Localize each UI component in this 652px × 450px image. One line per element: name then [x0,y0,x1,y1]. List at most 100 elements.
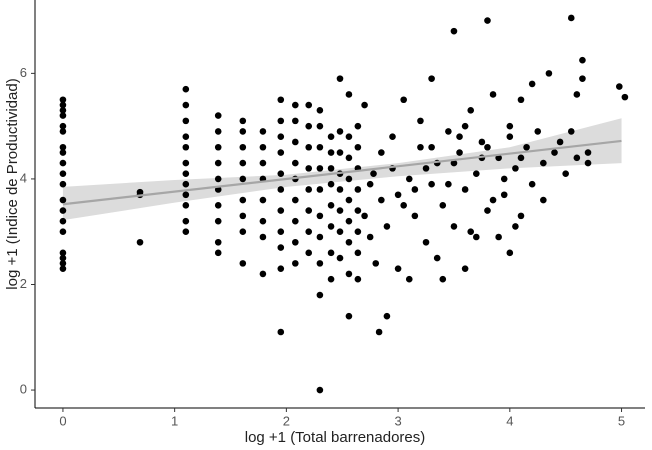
point [277,133,285,141]
point [478,138,486,146]
point [545,70,553,77]
point [400,96,407,104]
x-tick-label: 1 [171,413,178,428]
point [500,191,508,199]
point [383,312,391,320]
point [136,188,144,196]
point [394,191,402,199]
point [506,122,514,130]
point [292,260,299,267]
point [584,149,592,156]
point [277,244,285,251]
point [214,249,222,257]
point [456,149,463,156]
point [562,170,569,177]
point [428,143,435,151]
point [450,159,458,167]
point [59,196,67,204]
point [540,196,547,204]
point [523,143,530,151]
point [584,159,592,167]
point [305,249,313,257]
point [467,228,475,236]
point [422,238,430,246]
point [182,143,190,151]
x-tick-label: 3 [394,413,401,428]
point [182,133,190,141]
trend-line [62,139,622,206]
point [277,117,285,125]
point [567,14,575,22]
y-axis-title: log +1 (Indice de Productividad) [4,78,21,289]
point [484,207,491,214]
point [336,186,344,193]
point [461,186,469,193]
point [621,93,629,101]
point [354,122,362,130]
point [433,254,441,262]
point [345,154,353,162]
point [354,249,362,257]
point [345,175,353,183]
point [292,196,299,204]
point [461,265,469,272]
point [316,143,324,151]
point [182,159,190,167]
point [556,138,564,146]
x-tick-label: 2 [283,413,290,428]
point [136,238,144,246]
point [59,180,67,188]
point [214,175,222,183]
point [277,328,285,336]
y-tick-label: 0 [20,381,27,396]
point [292,138,299,146]
point [182,217,190,225]
y-tick-label: 6 [20,65,27,80]
point [316,212,324,220]
point [327,223,335,230]
point [316,107,324,114]
point [345,196,353,204]
point [336,254,344,262]
point [305,165,313,172]
x-axis-title: log +1 (Total barrenadores) [245,429,426,446]
point [292,117,299,125]
point [506,133,514,141]
point [336,207,344,214]
point [239,196,247,204]
point [59,128,67,135]
point [361,212,368,220]
point [305,143,313,151]
point [439,275,447,283]
point [354,275,362,283]
point [59,254,67,262]
point [336,75,344,82]
point [495,154,502,162]
point [489,91,497,98]
point [354,228,362,236]
point [214,159,222,167]
point [316,386,324,394]
point [327,149,335,156]
point [345,270,353,278]
point [439,202,447,209]
point [305,122,313,130]
point [59,217,67,225]
point [400,202,407,209]
point [59,159,67,167]
point [512,165,519,172]
point [506,249,514,257]
point [59,122,67,130]
point [378,196,385,204]
point [239,212,247,220]
point [259,159,267,167]
point [517,96,525,104]
point [417,143,424,151]
point [182,101,190,109]
x-tick-label: 4 [506,413,513,428]
point [59,249,67,257]
point [182,85,190,93]
point [422,165,430,172]
point [445,180,452,188]
